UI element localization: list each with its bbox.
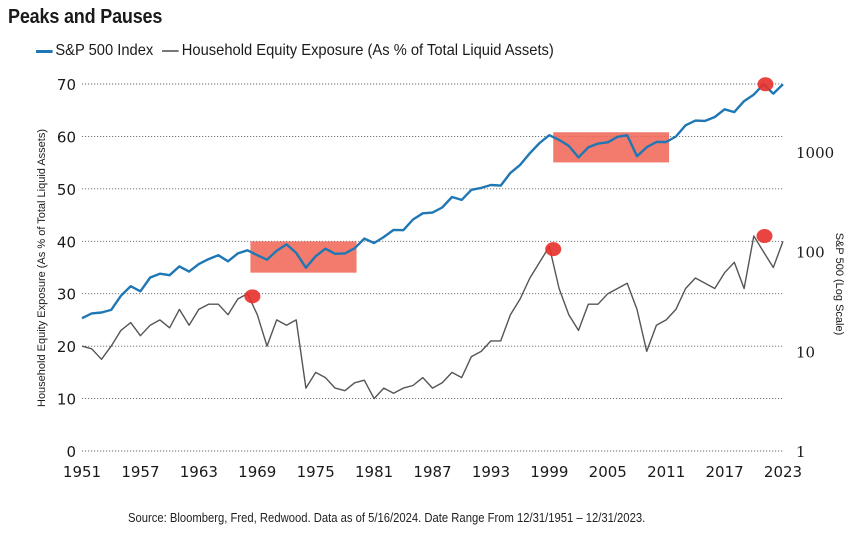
y-right-axis-label: S&P 500 (Log Scale) [833, 233, 845, 336]
pause-box [250, 241, 357, 273]
y-left-tick-label: 20 [57, 338, 76, 356]
x-tick-label: 2023 [764, 463, 802, 481]
series-line-equity [81, 235, 784, 400]
y-left-tick-label: 10 [57, 391, 76, 409]
x-tick-label: 1963 [180, 463, 218, 481]
y-right-tick-label: 100 [796, 244, 825, 262]
grid-lines [82, 83, 783, 452]
x-ticks: 1951 1957 1963 1969 1975 1981 1987 1993 1999 2005… [63, 463, 802, 481]
x-tick-label: 1975 [297, 463, 335, 481]
y-left-tick-label: 30 [57, 286, 76, 304]
legend-item-equity: Household Equity Exposure (As % of Total… [162, 42, 554, 60]
y-right-tick-label: 10 [796, 343, 815, 361]
y-left-tick-label: 50 [57, 181, 76, 199]
x-tick-label: 2017 [705, 463, 743, 481]
y-left-tick-label: 40 [57, 233, 76, 251]
y-right-tick-label: 1 [796, 443, 806, 461]
chart-title: Peaks and Pauses [8, 6, 163, 28]
legend-item-sp500: S&P 500 Index [36, 42, 153, 60]
peak-markers [244, 77, 774, 304]
x-tick-label: 1987 [413, 463, 451, 481]
y-left-axis-label: Household Equity Exposure (As % of Total… [36, 129, 48, 407]
legend-swatch-equity [162, 50, 180, 52]
x-tick-label: 2011 [647, 463, 685, 481]
peak-marker [757, 77, 774, 92]
pause-boxes [250, 132, 670, 273]
pause-box [553, 132, 670, 163]
series-line-sp500 [81, 83, 784, 320]
peak-marker [545, 242, 562, 257]
y-left-tick-label: 70 [57, 76, 76, 94]
legend-label-sp500: S&P 500 Index [55, 42, 154, 59]
x-tick-label: 1993 [472, 463, 510, 481]
y-left-tick-label: 0 [66, 443, 76, 461]
x-tick-label: 1951 [63, 463, 101, 481]
peak-marker [244, 289, 261, 304]
series-lines [81, 83, 784, 400]
y-right-ticks: 1 10 100 1000 [796, 144, 834, 461]
peak-marker [756, 229, 773, 244]
legend-label-equity: Household Equity Exposure (As % of Total… [181, 42, 554, 59]
y-left-ticks: 0 10 20 30 40 50 60 70 [57, 76, 76, 461]
y-right-tick-label: 1000 [796, 144, 834, 162]
x-tick-label: 1969 [238, 463, 276, 481]
y-left-tick-label: 60 [57, 128, 76, 146]
x-tick-label: 1981 [355, 463, 393, 481]
x-tick-label: 2005 [589, 463, 627, 481]
chart-legend: S&P 500 Index Household Equity Exposure … [36, 42, 563, 60]
x-tick-label: 1957 [121, 463, 159, 481]
x-tick-label: 1999 [530, 463, 568, 481]
legend-swatch-sp500 [36, 49, 53, 53]
source-note: Source: Bloomberg, Fred, Redwood. Data a… [128, 511, 646, 525]
